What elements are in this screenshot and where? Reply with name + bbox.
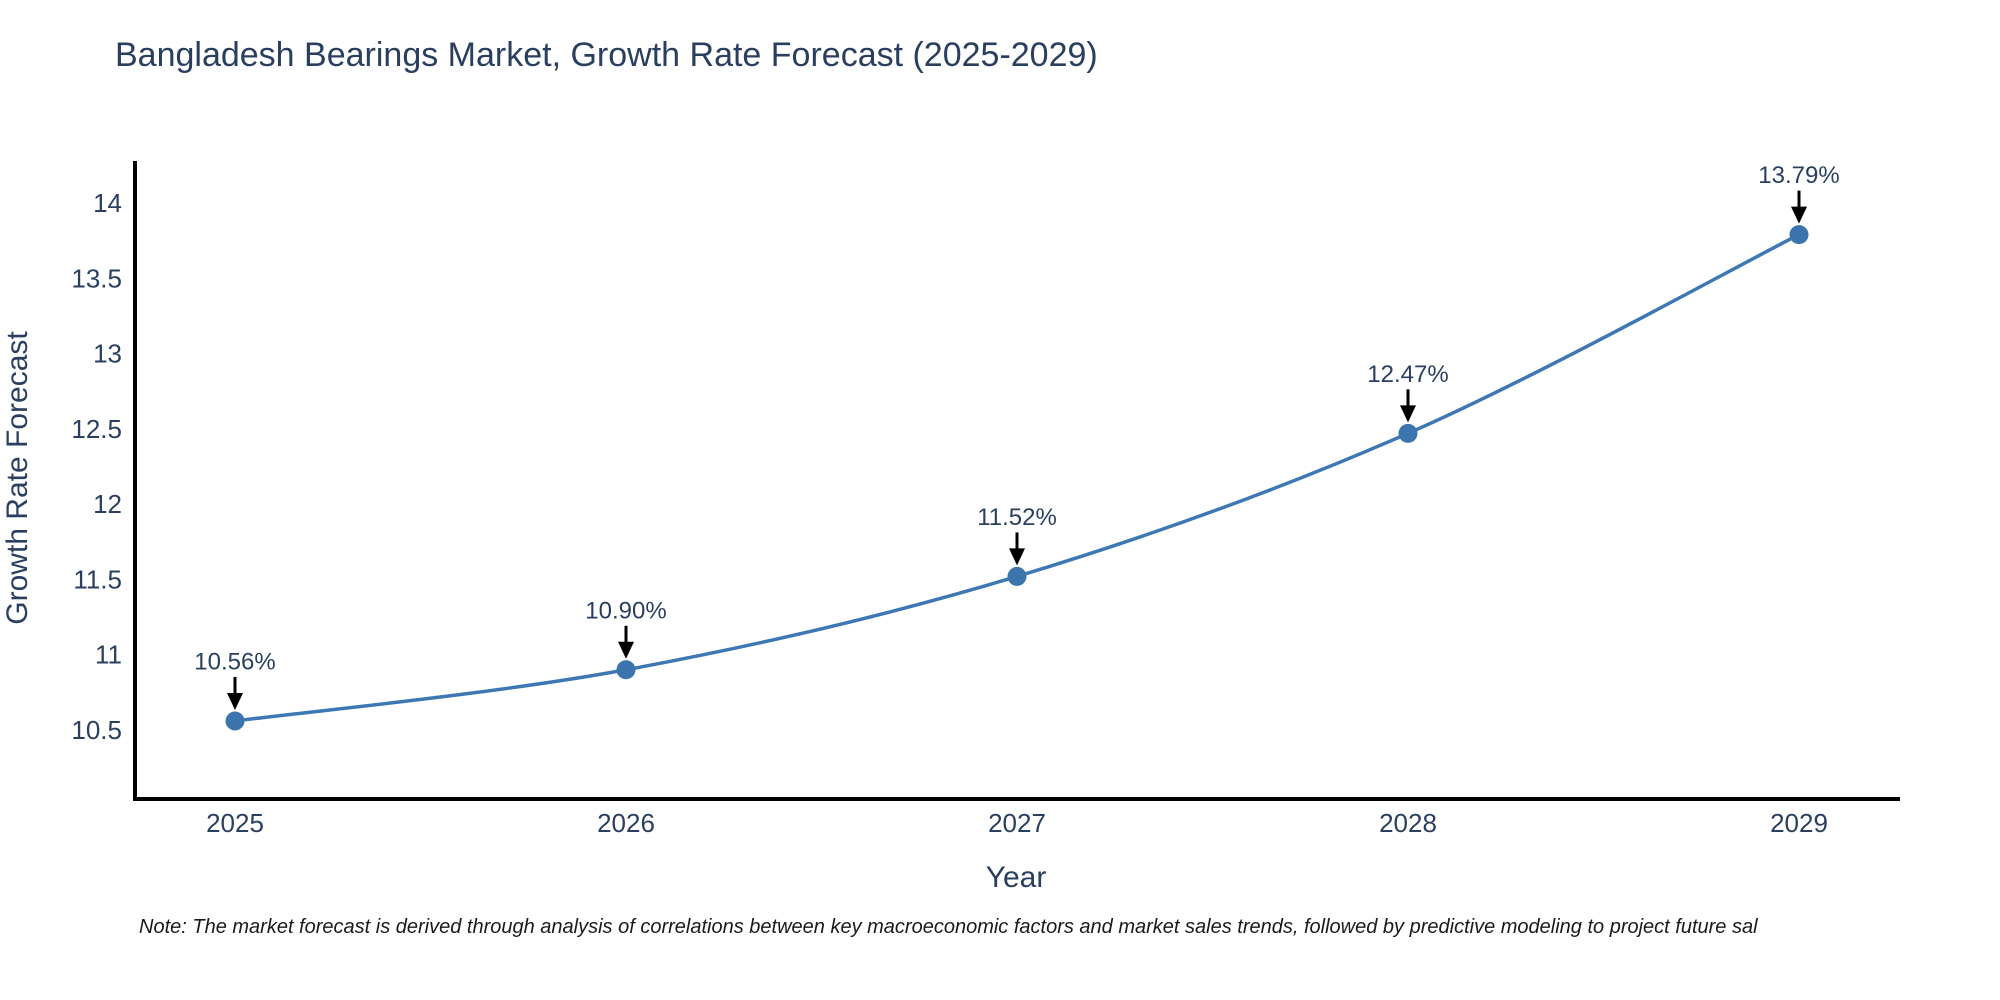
x-axis-tick-labels: 2025 2026 2027 2028 2029 [206,808,1828,838]
series-line [233,232,1801,723]
annotation-arrowhead-icon [227,692,243,710]
footnote: Note: The market forecast is derived thr… [139,916,1758,938]
x-tick-label: 2027 [988,808,1046,838]
annotation-arrowhead-icon [1009,548,1025,566]
y-tick-label: 11.5 [73,564,122,594]
data-point-marker [1789,225,1809,245]
annotation-arrowhead-icon [1791,206,1807,224]
y-tick-label: 14 [93,188,122,218]
data-point-label: 10.90% [585,597,666,624]
x-tick-label: 2028 [1379,808,1437,838]
y-tick-label: 12 [93,489,122,519]
data-point-label: 12.47% [1367,361,1448,388]
data-point-markers [225,225,1809,731]
x-tick-label: 2025 [206,808,264,838]
y-tick-label: 13.5 [71,263,122,293]
x-axis-title: Year [986,861,1047,894]
y-tick-label: 11 [95,640,122,670]
y-tick-label: 12.5 [71,414,122,444]
y-tick-label: 13 [93,339,122,369]
data-point-marker [1007,566,1027,586]
data-point-marker [225,711,245,731]
x-tick-label: 2026 [597,808,655,838]
y-tick-label: 10.5 [71,715,122,745]
data-point-marker [1398,423,1418,443]
chart-title: Bangladesh Bearings Market, Growth Rate … [115,36,1098,74]
annotation-arrowhead-icon [618,641,634,659]
y-axis-tick-labels: 10.5 11 11.5 12 12.5 13 13.5 14 [71,188,122,745]
data-point-label: 11.52% [977,504,1057,531]
data-point-label: 10.56% [194,648,275,675]
x-tick-label: 2029 [1770,808,1828,838]
annotation-arrowhead-icon [1400,405,1416,423]
point-annotations: 10.56% 10.90% 11.52% 12.47% 13.79% [194,162,1840,710]
data-point-marker [616,660,636,680]
y-axis-title: Growth Rate Forecast [1,331,34,625]
data-point-label: 13.79% [1758,162,1839,189]
